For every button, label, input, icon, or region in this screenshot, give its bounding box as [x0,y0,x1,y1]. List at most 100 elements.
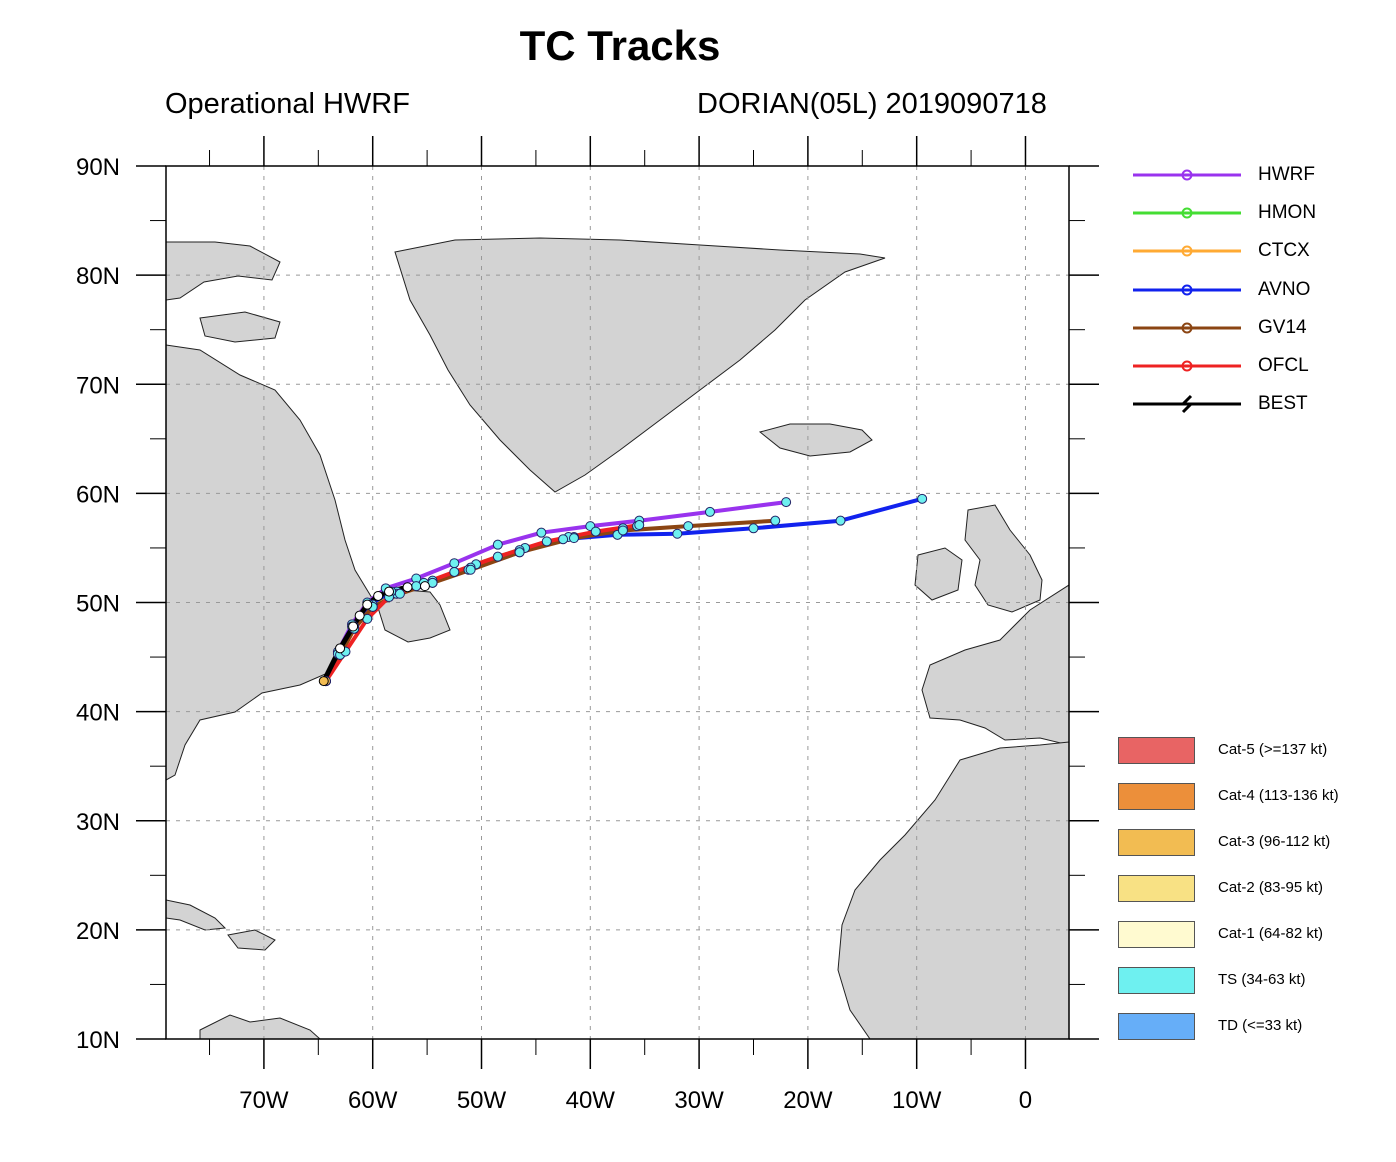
track-point-gv14 [514,547,525,558]
track-point-hwrf [536,527,547,538]
category-label: Cat-1 (64-82 kt) [1218,925,1324,942]
category-label: TS (34-63 kt) [1218,971,1306,988]
legend-entry-hwrf [1133,163,1243,187]
lon-tick-label: 60W [348,1087,398,1114]
category-label: Cat-3 (96-112 kt) [1218,833,1331,850]
category-label: TD (<=33 kt) [1218,1017,1303,1034]
track-point-best [419,581,430,592]
track-point-best [335,643,346,654]
category-swatch [1118,967,1195,994]
legend-label: HMON [1258,202,1317,224]
category-label: Cat-4 (113-136 kt) [1218,787,1339,804]
lat-tick-label: 60N [76,481,120,508]
lon-tick-label: 0 [1019,1087,1032,1114]
track-point-best [318,676,329,687]
track-point-avno [558,534,569,545]
category-swatch [1118,783,1195,810]
legend-line-icon [1133,395,1241,414]
track-point-hwrf [704,506,715,517]
track-point-best [362,599,373,610]
lon-tick-label: 10W [892,1087,942,1114]
axis-ticks: 90N 80N 70N 60N 50N 40N 30N 20N 10N 70W 60W 50W 40W 3… [76,136,1099,1114]
legend-entry-ofcl [1133,354,1243,378]
track-point-hwrf [781,497,792,508]
track-point-avno [748,523,759,534]
track-point-ofcl [634,520,645,531]
legend-line-icon [1133,322,1241,334]
legend-label: AVNO [1258,278,1311,300]
lat-tick-label: 80N [76,263,120,290]
track-point-gv14 [568,533,579,544]
legend-entry-best [1133,392,1243,416]
track-point-ofcl [492,551,503,562]
track-point-gv14 [465,564,476,575]
europe-land [921,584,1069,746]
track-point-ofcl [541,536,552,547]
lat-tick-label: 10N [76,1027,120,1054]
legend-line-icon [1133,360,1241,372]
legend-line-icon [1133,169,1241,181]
iceland-land [758,423,873,457]
lon-tick-label: 50W [457,1087,507,1114]
category-label: Cat-2 (83-95 kt) [1218,879,1324,896]
legend-entry-hmon [1133,201,1243,225]
track-point-hwrf [492,539,503,550]
lat-tick-label: 90N [76,154,120,181]
category-swatch [1118,875,1195,902]
legend-label: HWRF [1258,164,1315,185]
track-point-best [354,610,365,621]
legend-line-icon [1133,284,1241,296]
south-america-land [199,1014,321,1039]
chart-title: TC Tracks [519,22,721,69]
arctic-island [199,311,281,343]
lat-tick-label: 40N [76,700,120,727]
track-point-best [348,621,359,632]
track-point-ofcl [411,581,422,592]
category-label: Cat-5 (>=137 kt) [1218,741,1328,758]
legend-entry-gv14 [1133,316,1243,340]
legend-line-icon [1133,207,1241,219]
track-point-avno [917,493,928,504]
grid-layer [166,166,1069,1039]
track-point-avno [672,528,683,539]
legend-entry-ctcx [1133,239,1243,263]
track-point-gv14 [683,521,694,532]
category-swatch [1118,829,1195,856]
land-layer [166,237,1069,1039]
great-britain-land [964,504,1043,613]
legend-line-icon [1133,245,1241,257]
legend-label: CTCX [1258,240,1310,262]
lat-tick-label: 30N [76,809,120,836]
track-point-avno [835,515,846,526]
baffin-land [166,241,281,301]
track-point-ofcl [449,566,460,577]
track-point-best [402,582,413,593]
model-subtitle: Operational HWRF [165,88,410,120]
legend-label: GV14 [1258,316,1307,338]
cuba-land [166,899,227,931]
track-point-best [373,590,384,601]
lat-tick-label: 70N [76,372,120,399]
ireland-land [914,547,963,601]
hispaniola-land [227,929,276,951]
lat-tick-label: 20N [76,918,120,945]
storm-subtitle: DORIAN(05L) 2019090718 [697,88,1047,120]
legend-label: BEST [1258,393,1308,415]
category-swatch [1118,921,1195,948]
track-point-gv14 [617,525,628,536]
greenland-land [394,237,886,493]
lon-tick-label: 40W [566,1087,616,1114]
lon-tick-label: 70W [239,1087,289,1114]
lat-tick-label: 50N [76,591,120,618]
track-point-hwrf [449,558,460,569]
lon-tick-label: 30W [674,1087,724,1114]
track-point-gv14 [770,515,781,526]
track-point-gv14 [394,588,405,599]
track-point-ofcl [590,526,601,537]
track-point-best [384,586,395,597]
legend-label: OFCL [1258,355,1309,376]
category-swatch [1118,1013,1195,1040]
legend-entry-avno [1133,278,1243,302]
track-layer [318,493,928,687]
